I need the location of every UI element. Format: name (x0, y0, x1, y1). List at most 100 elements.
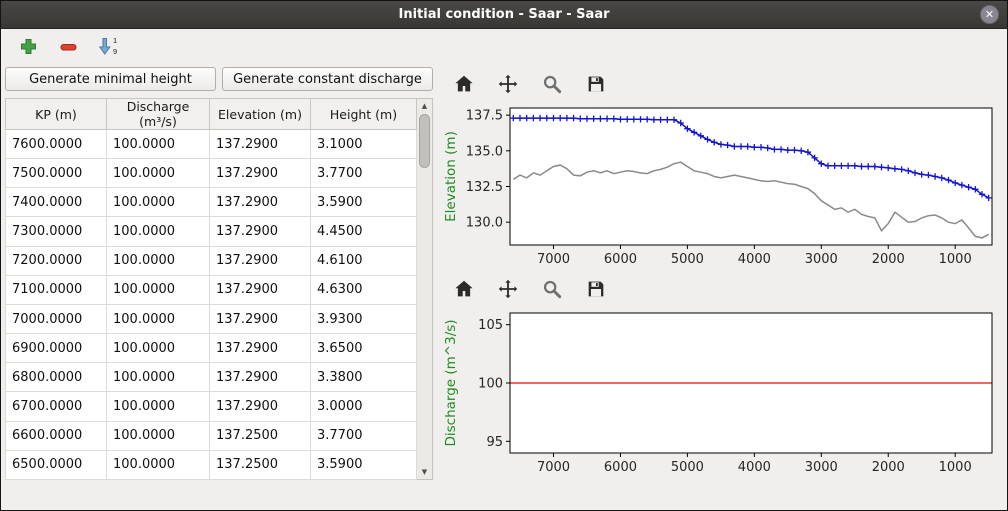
table-cell[interactable]: 137.2900 (210, 246, 311, 275)
pan-button[interactable] (494, 275, 522, 303)
scrollbar-up-icon[interactable]: ▲ (417, 99, 432, 113)
x-tick-label: 2000 (872, 252, 905, 267)
x-tick-label: 1000 (939, 252, 972, 267)
column-header[interactable]: Height (m) (311, 99, 417, 130)
close-button[interactable]: ✕ (980, 5, 999, 24)
table-cell[interactable]: 3.5900 (311, 450, 417, 479)
table-cell[interactable]: 3.0000 (311, 392, 417, 421)
table-cell[interactable]: 100.0000 (107, 275, 210, 304)
table-cell[interactable]: 6700.0000 (6, 392, 107, 421)
x-tick-label: 3000 (805, 460, 838, 475)
table-cell[interactable]: 4.6300 (311, 275, 417, 304)
save-button[interactable] (582, 275, 610, 303)
scrollbar-thumb[interactable] (419, 114, 430, 168)
table-cell[interactable]: 6500.0000 (6, 450, 107, 479)
table-cell[interactable]: 137.2500 (210, 450, 311, 479)
content-area: Generate minimal height Generate constan… (1, 63, 1007, 510)
table-cell[interactable]: 3.1000 (311, 130, 417, 159)
table-cell[interactable]: 137.2900 (210, 275, 311, 304)
table-cell[interactable]: 100.0000 (107, 159, 210, 188)
sort-badge-top: 1 (113, 36, 117, 45)
table-scrollbar[interactable]: ▲ ▼ (417, 98, 433, 480)
sort-descending-icon: 1 9 (97, 36, 119, 56)
discharge-chart[interactable]: 700060005000400030002000100095100105Disc… (440, 305, 1001, 483)
column-header[interactable]: KP (m) (6, 99, 107, 130)
table-cell[interactable]: 137.2900 (210, 217, 311, 246)
add-row-button[interactable] (15, 33, 41, 59)
save-button[interactable] (582, 70, 610, 98)
table-cell[interactable]: 4.6100 (311, 246, 417, 275)
table-cell[interactable]: 137.2900 (210, 392, 311, 421)
home-icon (453, 73, 475, 95)
x-tick-label: 6000 (604, 252, 637, 267)
table-cell[interactable]: 100.0000 (107, 392, 210, 421)
zoom-button[interactable] (538, 70, 566, 98)
table-row: 7400.0000100.0000137.29003.5900 (6, 188, 417, 217)
table-cell[interactable]: 137.2900 (210, 130, 311, 159)
table-cell[interactable]: 137.2900 (210, 188, 311, 217)
table-cell[interactable]: 100.0000 (107, 304, 210, 333)
table-cell[interactable]: 3.7700 (311, 421, 417, 450)
table-cell[interactable]: 100.0000 (107, 421, 210, 450)
generate-minimal-height-button[interactable]: Generate minimal height (5, 67, 216, 91)
table-row: 7300.0000100.0000137.29004.4500 (6, 217, 417, 246)
table-cell[interactable]: 3.6500 (311, 334, 417, 363)
scrollbar-down-icon[interactable]: ▼ (417, 465, 432, 479)
table-cell[interactable]: 7300.0000 (6, 217, 107, 246)
pan-button[interactable] (494, 70, 522, 98)
table-cell[interactable]: 3.3800 (311, 363, 417, 392)
close-icon: ✕ (985, 8, 994, 21)
x-tick-label: 3000 (805, 252, 838, 267)
table-cell[interactable]: 7000.0000 (6, 304, 107, 333)
x-tick-label: 2000 (872, 460, 905, 475)
x-tick-label: 1000 (939, 460, 972, 475)
table-cell[interactable]: 3.7700 (311, 159, 417, 188)
home-button[interactable] (450, 275, 478, 303)
titlebar[interactable]: Initial condition - Saar - Saar ✕ (1, 1, 1007, 29)
table-cell[interactable]: 137.2900 (210, 334, 311, 363)
table-cell[interactable]: 100.0000 (107, 363, 210, 392)
y-tick-label: 130.0 (466, 216, 503, 231)
table-cell[interactable]: 6600.0000 (6, 421, 107, 450)
elevation-chart[interactable]: 7000600050004000300020001000130.0132.513… (440, 100, 1001, 272)
y-tick-label: 105 (478, 318, 503, 333)
table-cell[interactable]: 100.0000 (107, 450, 210, 479)
table-cell[interactable]: 137.2900 (210, 363, 311, 392)
table-row: 7500.0000100.0000137.29003.7700 (6, 159, 417, 188)
table-cell[interactable]: 6800.0000 (6, 363, 107, 392)
save-icon (585, 278, 607, 300)
table-cell[interactable]: 137.2900 (210, 159, 311, 188)
column-header[interactable]: Elevation (m) (210, 99, 311, 130)
table-cell[interactable]: 100.0000 (107, 334, 210, 363)
table-cell[interactable]: 7600.0000 (6, 130, 107, 159)
home-button[interactable] (450, 70, 478, 98)
table-cell[interactable]: 6900.0000 (6, 334, 107, 363)
scrollbar-track[interactable] (417, 113, 432, 465)
table-cell[interactable]: 100.0000 (107, 188, 210, 217)
table-cell[interactable]: 100.0000 (107, 217, 210, 246)
y-axis-label: Discharge (m^3/s) (443, 319, 459, 446)
initial-condition-panel: Generate minimal height Generate constan… (5, 67, 433, 510)
table-cell[interactable]: 137.2500 (210, 421, 311, 450)
generate-constant-discharge-button[interactable]: Generate constant discharge (222, 67, 433, 91)
table-cell[interactable]: 100.0000 (107, 246, 210, 275)
table-cell[interactable]: 3.9300 (311, 304, 417, 333)
column-header[interactable]: Discharge (m³/s) (107, 99, 210, 130)
window-title: Initial condition - Saar - Saar (1, 7, 1007, 22)
table-row: 7000.0000100.0000137.29003.9300 (6, 304, 417, 333)
table-cell[interactable]: 7100.0000 (6, 275, 107, 304)
table-cell[interactable]: 137.2900 (210, 304, 311, 333)
table-cell[interactable]: 3.5900 (311, 188, 417, 217)
y-axis-label: Elevation (m) (443, 131, 459, 222)
remove-row-button[interactable] (55, 33, 81, 59)
x-tick-label: 7000 (537, 252, 570, 267)
table-cell[interactable]: 7200.0000 (6, 246, 107, 275)
table-cell[interactable]: 7400.0000 (6, 188, 107, 217)
x-tick-label: 4000 (738, 460, 771, 475)
sort-button[interactable]: 1 9 (95, 33, 121, 59)
table-cell[interactable]: 4.4500 (311, 217, 417, 246)
table-cell[interactable]: 100.0000 (107, 130, 210, 159)
table-cell[interactable]: 7500.0000 (6, 159, 107, 188)
zoom-button[interactable] (538, 275, 566, 303)
minus-icon (59, 37, 78, 56)
